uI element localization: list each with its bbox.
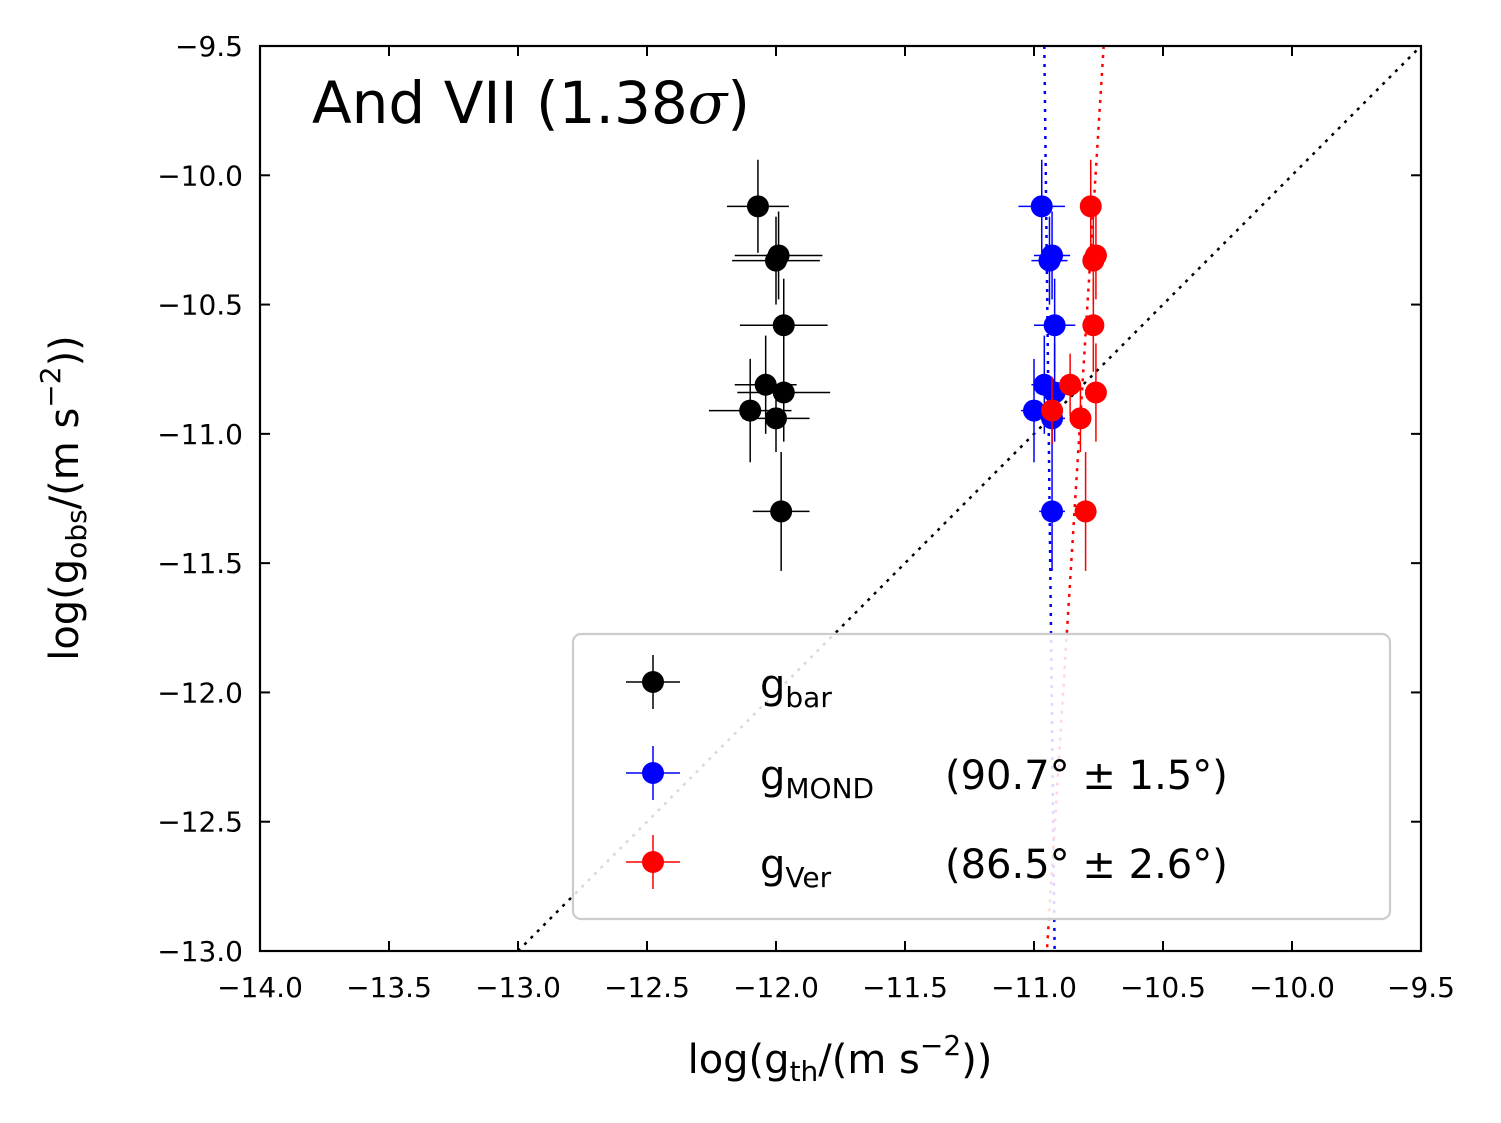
chart-title-main: And VII (1.38 bbox=[312, 69, 688, 137]
point-bar bbox=[765, 407, 787, 430]
y-axis-label: log(gobs/(m s−2)) bbox=[34, 335, 93, 661]
point-bar bbox=[765, 249, 787, 272]
x-axis-label-sup: −2 bbox=[920, 1029, 961, 1062]
y-tick-label: −10.0 bbox=[157, 159, 243, 192]
point-mond bbox=[1038, 249, 1061, 272]
legend-ver-base: g bbox=[760, 842, 785, 888]
x-ticks: −14.0 −13.5 −13.0 −12.5 −12.0 −11.5 −11.0 −10.5… bbox=[217, 46, 1455, 1004]
x-tick-label: −14.0 bbox=[217, 971, 303, 1004]
legend-marker-ver bbox=[642, 851, 664, 873]
chart-title: And VII (1.38σ) bbox=[312, 69, 750, 137]
legend-mond-angle: (90.7° ± 1.5°) bbox=[945, 753, 1228, 799]
legend-entry-bar: gbar bbox=[626, 655, 832, 714]
legend: gbar gMOND (90.7° ± 1.5°) gVer (86.5° ± … bbox=[571, 632, 1392, 921]
series-g-ver bbox=[1041, 159, 1107, 571]
legend-label-mond: gMOND bbox=[760, 753, 874, 805]
x-tick-label: −9.5 bbox=[1387, 971, 1455, 1004]
point-bar bbox=[754, 373, 777, 396]
x-axis-label: log(gth/(m s−2)) bbox=[688, 1029, 993, 1088]
point-ver bbox=[1041, 399, 1064, 422]
legend-marker-bar bbox=[642, 671, 664, 693]
x-tick-label: −10.0 bbox=[1249, 971, 1335, 1004]
y-axis-label-sub: obs bbox=[60, 509, 93, 559]
legend-ver-sub: Ver bbox=[785, 861, 831, 894]
chart-title-close: ) bbox=[727, 69, 750, 137]
point-mond bbox=[1030, 195, 1053, 218]
legend-label-bar: gbar bbox=[760, 662, 832, 714]
legend-bar-base: g bbox=[760, 662, 785, 708]
x-tick-label: −13.5 bbox=[346, 971, 432, 1004]
y-axis-label-sup: −2 bbox=[34, 366, 67, 407]
plot-lines bbox=[517, 46, 1421, 951]
y-ticks: −13.0 −12.5 −12.0 −11.5 −11.0 −10.5 −10.0 −9.5 bbox=[157, 30, 1421, 968]
y-axis-label-mid: /(m s bbox=[42, 408, 88, 510]
point-ver bbox=[1059, 373, 1082, 396]
point-bar bbox=[772, 314, 795, 337]
y-tick-label: −12.5 bbox=[157, 806, 243, 839]
y-axis-label-pre: log(g bbox=[42, 559, 88, 661]
point-bar bbox=[739, 399, 762, 422]
y-tick-label: −11.5 bbox=[157, 547, 243, 580]
point-bar bbox=[746, 195, 769, 218]
y-tick-label: −13.0 bbox=[157, 935, 243, 968]
plot-frame bbox=[258, 44, 1423, 953]
point-ver bbox=[1082, 314, 1105, 337]
point-bar bbox=[770, 500, 793, 523]
point-mond bbox=[1043, 314, 1066, 337]
x-tick-label: −11.0 bbox=[991, 971, 1077, 1004]
y-tick-label: −9.5 bbox=[175, 30, 243, 63]
chart-title-sigma: σ bbox=[688, 69, 729, 137]
point-bar bbox=[772, 381, 795, 404]
point-ver bbox=[1084, 381, 1107, 404]
point-ver bbox=[1082, 249, 1105, 272]
legend-mond-sub: MOND bbox=[785, 772, 874, 805]
fit-line-mond bbox=[1043, 46, 1056, 951]
x-tick-label: −11.5 bbox=[862, 971, 948, 1004]
legend-mond-base: g bbox=[760, 753, 785, 799]
x-axis-label-post: )) bbox=[961, 1037, 992, 1083]
x-axis-label-pre: log(g bbox=[688, 1037, 790, 1083]
point-ver bbox=[1079, 195, 1102, 218]
legend-entry-mond: gMOND (90.7° ± 1.5°) bbox=[626, 746, 1228, 805]
x-axis-label-mid: /(m s bbox=[818, 1037, 920, 1083]
x-tick-label: −13.0 bbox=[475, 971, 561, 1004]
legend-label-ver: gVer bbox=[760, 842, 832, 894]
legend-box bbox=[571, 632, 1392, 921]
legend-ver-angle: (86.5° ± 2.6°) bbox=[945, 842, 1228, 888]
y-tick-label: −12.0 bbox=[157, 676, 243, 709]
x-tick-label: −12.5 bbox=[604, 971, 690, 1004]
x-axis-label-sub: th bbox=[790, 1055, 819, 1088]
point-mond bbox=[1041, 500, 1064, 523]
x-tick-label: −12.0 bbox=[733, 971, 819, 1004]
legend-entry-ver: gVer (86.5° ± 2.6°) bbox=[626, 835, 1228, 894]
point-ver bbox=[1069, 407, 1092, 430]
point-mond bbox=[1023, 399, 1045, 422]
y-axis-label-post: )) bbox=[42, 335, 88, 366]
point-ver bbox=[1074, 500, 1097, 523]
legend-marker-mond bbox=[642, 762, 664, 784]
legend-bar-sub: bar bbox=[785, 681, 832, 714]
y-tick-label: −11.0 bbox=[157, 418, 243, 451]
y-tick-label: −10.5 bbox=[157, 289, 243, 322]
series-g-bar bbox=[708, 159, 831, 571]
x-tick-label: −10.5 bbox=[1120, 971, 1206, 1004]
one-to-one-line bbox=[517, 46, 1421, 951]
